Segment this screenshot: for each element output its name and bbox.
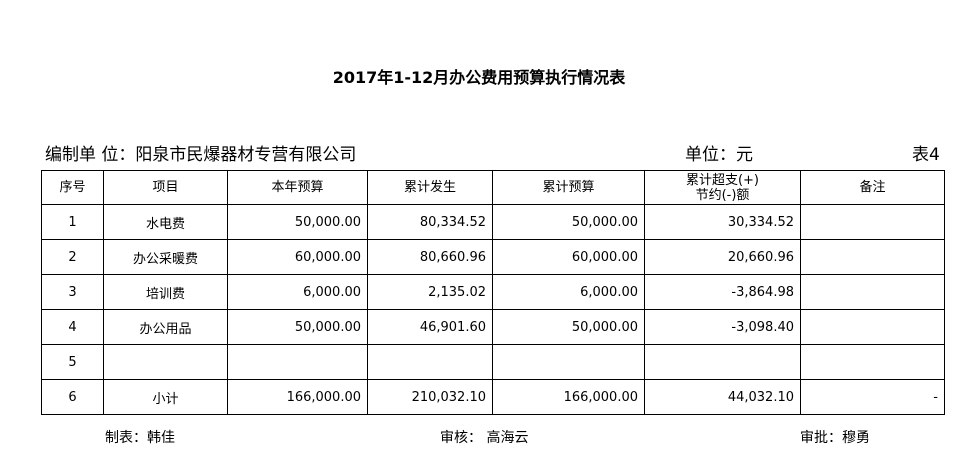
cell-no: 2 (41, 239, 104, 275)
cell-note (800, 344, 945, 380)
cell-cum-budget: 166,000.00 (492, 379, 645, 415)
cell-note (800, 274, 945, 310)
header-no: 序号 (41, 170, 104, 205)
cell-note (800, 309, 945, 345)
org-label: 编制单 位：阳泉市民爆器材专营有限公司 (45, 145, 357, 165)
cell-note: - (800, 379, 945, 415)
cell-no: 1 (41, 204, 104, 240)
cell-note (800, 239, 945, 275)
cell-note (800, 204, 945, 240)
cell-diff (644, 344, 801, 380)
header-note: 备注 (800, 170, 945, 205)
cell-diff: 44,032.10 (644, 379, 801, 415)
cell-cum-budget (492, 344, 645, 380)
cell-item: 培训费 (103, 274, 228, 310)
header-budget: 本年预算 (227, 170, 368, 205)
cell-diff: 30,334.52 (644, 204, 801, 240)
table-number: 表4 (912, 145, 940, 165)
cell-cum-budget: 60,000.00 (492, 239, 645, 275)
footer-maker: 制表：韩佳 (105, 430, 175, 446)
cell-actual: 80,660.96 (367, 239, 493, 275)
cell-cum-budget: 6,000.00 (492, 274, 645, 310)
cell-diff: -3,864.98 (644, 274, 801, 310)
cell-budget: 166,000.00 (227, 379, 368, 415)
cell-item: 水电费 (103, 204, 228, 240)
cell-cum-budget: 50,000.00 (492, 309, 645, 345)
cell-budget: 60,000.00 (227, 239, 368, 275)
header-cum-budget: 累计预算 (492, 170, 645, 205)
cell-budget (227, 344, 368, 380)
cell-diff: 20,660.96 (644, 239, 801, 275)
header-item: 项目 (103, 170, 228, 205)
footer-approver: 审批：穆勇 (800, 430, 870, 446)
cell-no: 5 (41, 344, 104, 380)
unit-label: 单位：元 (685, 145, 753, 165)
page-title: 2017年1-12月办公费用预算执行情况表 (332, 68, 626, 87)
cell-actual: 2,135.02 (367, 274, 493, 310)
cell-item: 小计 (103, 379, 228, 415)
table-row: 3 培训费 6,000.00 2,135.02 6,000.00 -3,864.98 (41, 274, 945, 310)
header-row: 序号 项目 本年预算 累计发生 累计预算 累计超支(+) 节约(-)额 备注 (41, 170, 945, 205)
header-diff-line1: 累计超支(+) (685, 172, 760, 188)
cell-no: 4 (41, 309, 104, 345)
cell-item (103, 344, 228, 380)
cell-item: 办公采暖费 (103, 239, 228, 275)
table-row: 6 小计 166,000.00 210,032.10 166,000.00 44,032.… (41, 379, 945, 415)
cell-no: 6 (41, 379, 104, 415)
table-row: 5 (41, 344, 945, 380)
cell-cum-budget: 50,000.00 (492, 204, 645, 240)
header-diff: 累计超支(+) 节约(-)额 (644, 170, 801, 205)
header-actual: 累计发生 (367, 170, 493, 205)
table-row: 2 办公采暖费 60,000.00 80,660.96 60,000.00 20,660.… (41, 239, 945, 275)
table-row: 4 办公用品 50,000.00 46,901.60 50,000.00 -3,098.4… (41, 309, 945, 345)
cell-diff: -3,098.40 (644, 309, 801, 345)
cell-actual: 80,334.52 (367, 204, 493, 240)
header-diff-line2: 节约(-)额 (695, 187, 750, 203)
cell-actual: 210,032.10 (367, 379, 493, 415)
table-row: 1 水电费 50,000.00 80,334.52 50,000.00 30,334.52 (41, 204, 945, 240)
cell-actual (367, 344, 493, 380)
cell-no: 3 (41, 274, 104, 310)
footer-reviewer: 审核： 高海云 (440, 430, 529, 446)
cell-item: 办公用品 (103, 309, 228, 345)
cell-actual: 46,901.60 (367, 309, 493, 345)
cell-budget: 50,000.00 (227, 309, 368, 345)
cell-budget: 50,000.00 (227, 204, 368, 240)
cell-budget: 6,000.00 (227, 274, 368, 310)
